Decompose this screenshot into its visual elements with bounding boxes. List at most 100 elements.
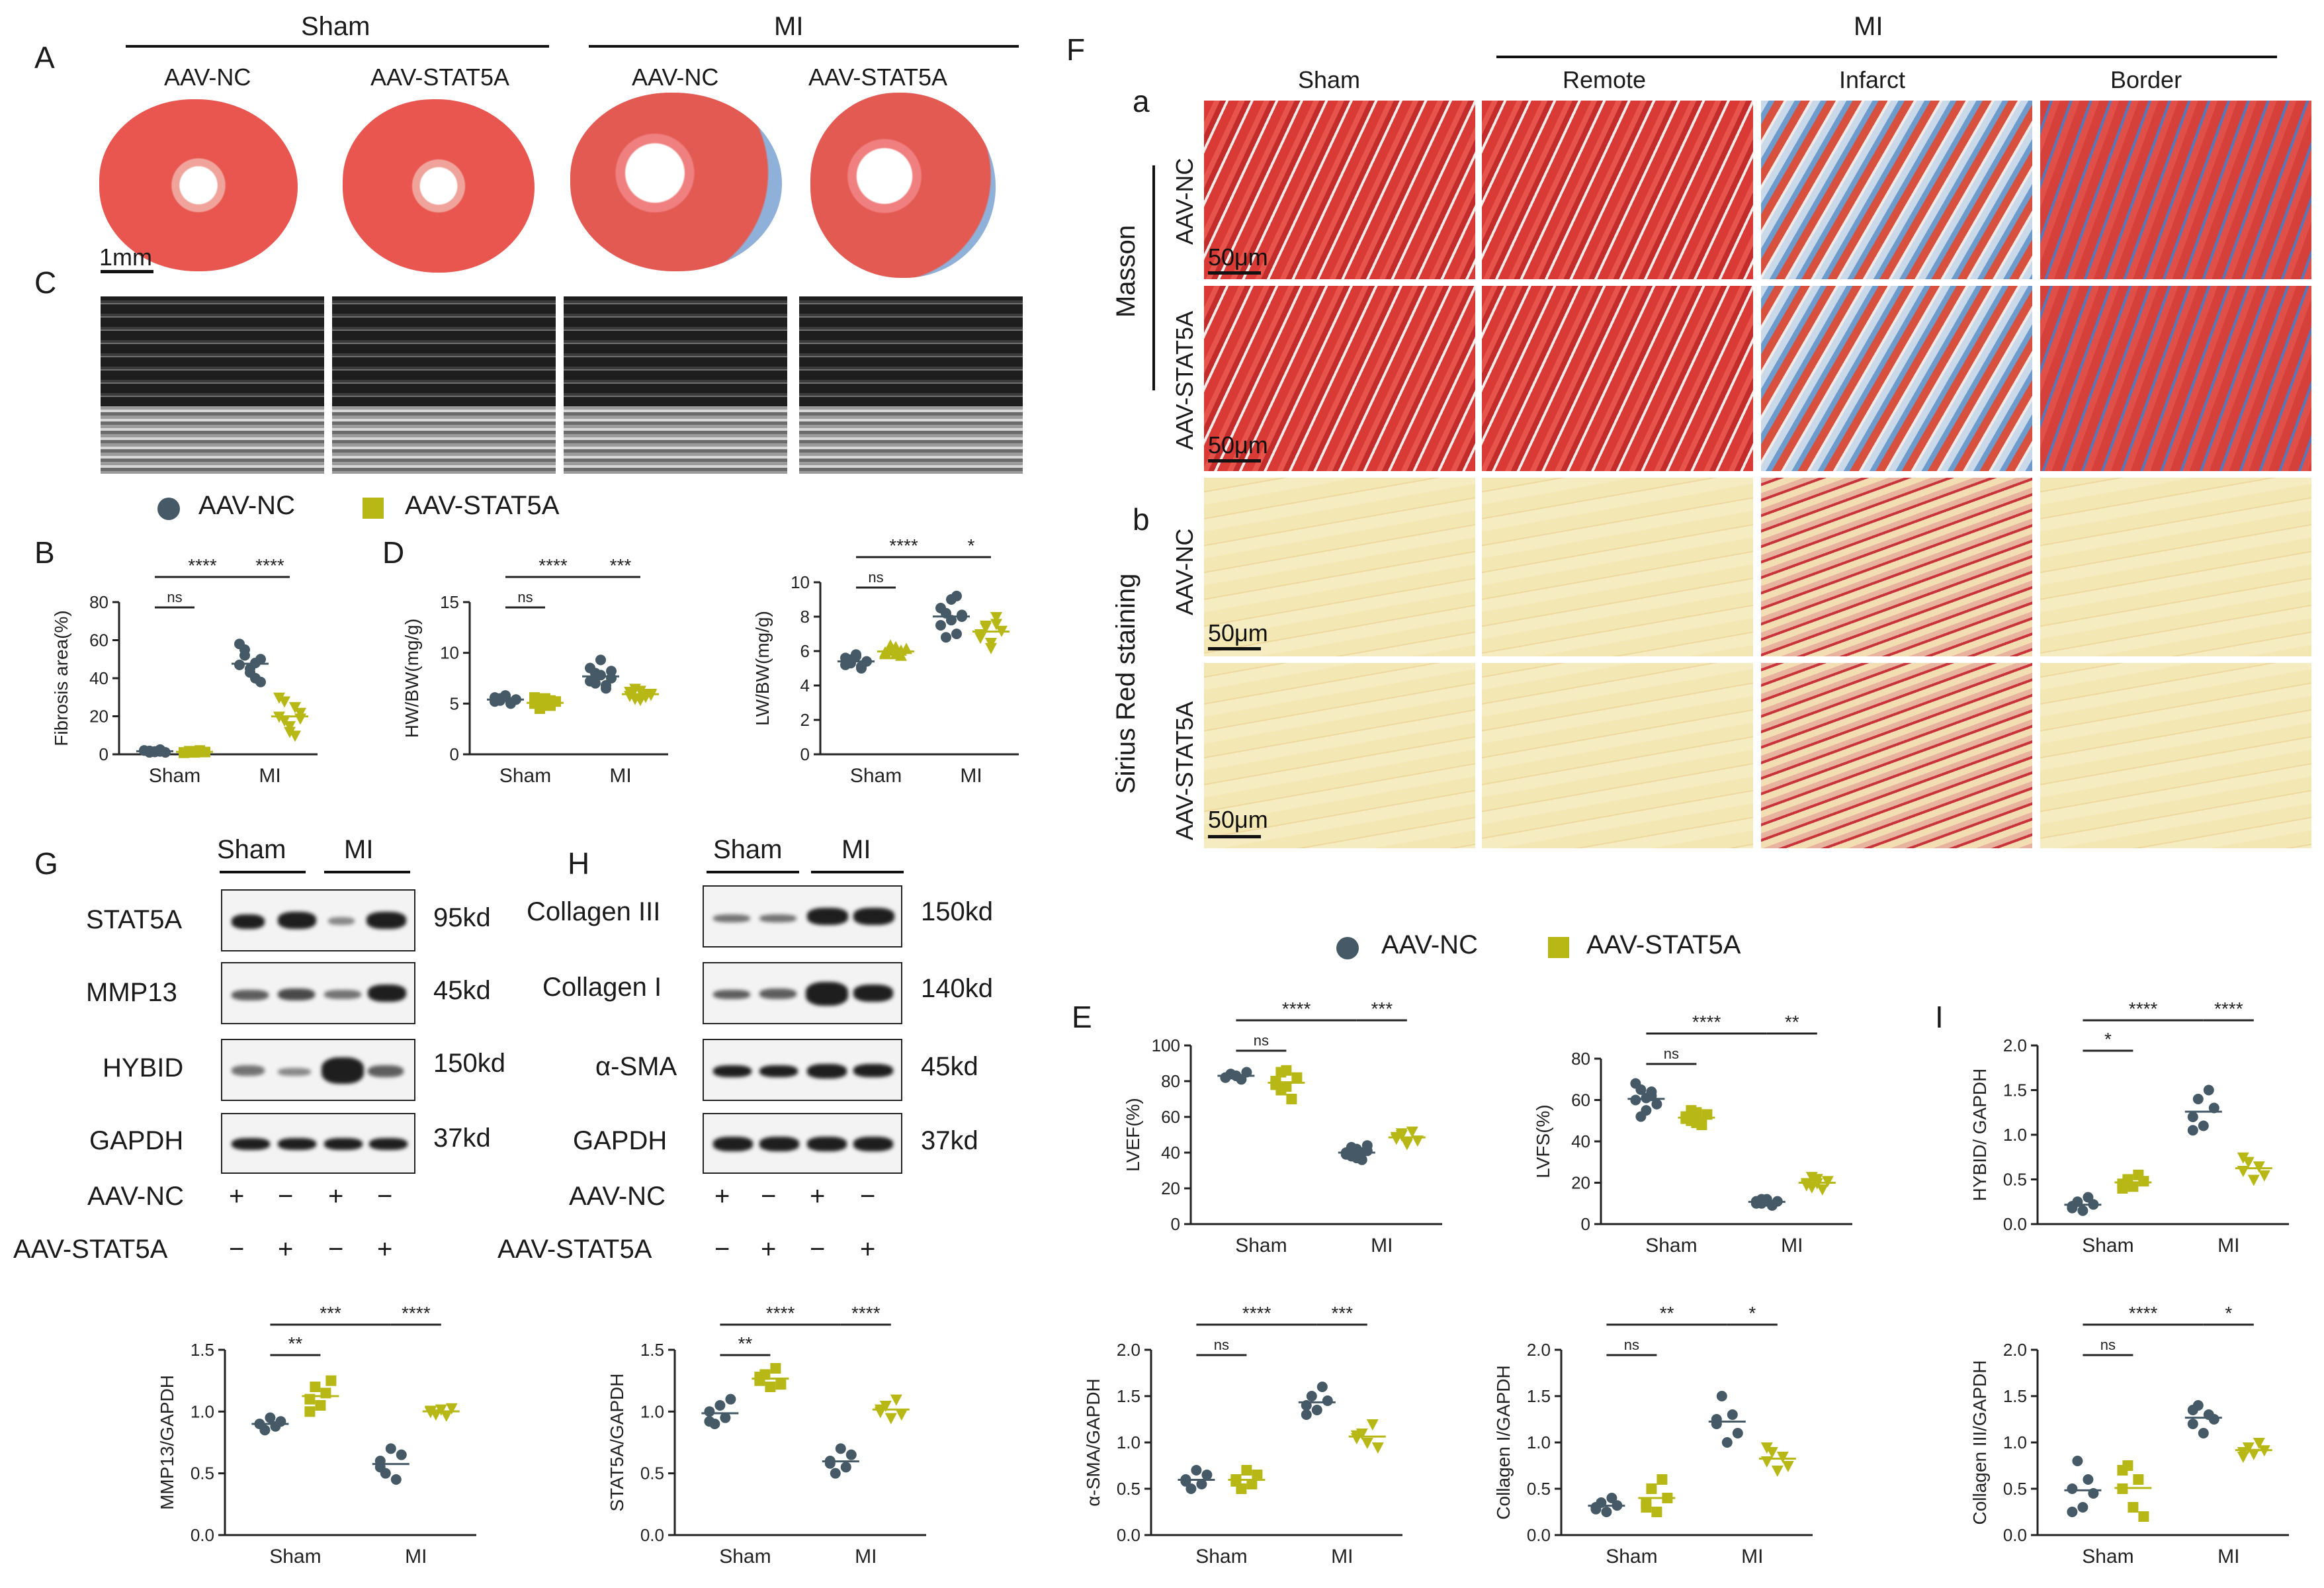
sirius-nc-infarct	[1761, 478, 2032, 656]
x-category-label: MI	[2217, 1235, 2239, 1257]
panelA-scale-bar	[101, 270, 153, 273]
data-point	[1782, 1461, 1794, 1472]
panelG-size-3: 37kd	[433, 1124, 491, 1153]
blot-G-stat5a	[221, 889, 415, 951]
significance-label: *	[1748, 1303, 1756, 1323]
panelG-stat-sign-3: +	[377, 1235, 393, 1264]
panelH-size-3: 37kd	[921, 1126, 978, 1155]
significance-label: ****	[851, 1303, 881, 1323]
data-point	[1646, 1483, 1657, 1494]
x-category-label: MI	[2217, 1546, 2239, 1567]
data-point	[890, 648, 902, 660]
panelG-sham: Sham	[217, 835, 286, 864]
masson-stat-sham	[1204, 286, 1475, 471]
y-tick-label: 60	[89, 631, 108, 650]
significance-label: ns	[2100, 1337, 2116, 1353]
x-category-label: Sham	[1235, 1235, 1287, 1257]
panel-label-I: I	[1935, 1000, 1944, 1034]
y-tick-label: 1.0	[640, 1401, 664, 1421]
significance-label: ****	[766, 1303, 795, 1323]
panelH-mi: MI	[841, 835, 871, 864]
data-point	[595, 654, 606, 666]
echo-mi-stat5a	[799, 296, 1023, 474]
data-point	[1721, 1437, 1733, 1448]
masson-nc-infarct	[1761, 101, 2032, 279]
y-axis-label: Collagen III/GAPDH	[1969, 1360, 1990, 1525]
data-point	[273, 692, 285, 704]
data-point	[890, 1394, 902, 1406]
data-point	[2128, 1502, 2139, 1513]
blot-H-gapdh	[703, 1113, 902, 1174]
data-point	[951, 629, 962, 639]
panel-label-Fa: a	[1133, 84, 1150, 118]
panelG-protein-1: MMP13	[86, 978, 177, 1007]
y-tick-label: 1.5	[2003, 1081, 2027, 1100]
x-category-label: MI	[855, 1546, 877, 1567]
panelG-size-2: 150kd	[433, 1049, 505, 1078]
panelH-stat-sign-2: −	[810, 1235, 826, 1264]
panelH-mi-line	[811, 871, 904, 873]
y-tick-label: 2	[800, 710, 810, 730]
data-point	[775, 1379, 787, 1390]
y-tick-label: 1.5	[1527, 1386, 1551, 1406]
y-axis-label: LW/BW(mg/g)	[752, 611, 773, 726]
panelA-col4: AAV-STAT5A	[808, 64, 948, 91]
y-tick-label: 0.0	[1527, 1525, 1551, 1545]
data-point	[974, 633, 986, 644]
panelF-col-remote: Remote	[1563, 66, 1647, 93]
data-point	[1286, 1094, 1297, 1104]
panelF-masson-row-nc: AAV-NC	[1171, 157, 1198, 245]
panelH-stat-sign-0: −	[714, 1235, 730, 1264]
data-point	[1657, 1474, 1668, 1485]
data-point	[835, 1443, 846, 1454]
data-point	[2072, 1456, 2083, 1466]
data-point	[239, 650, 250, 661]
panelF-sirius-row-stat: AAV-STAT5A	[1171, 701, 1198, 840]
data-point	[259, 1425, 271, 1436]
significance-label: ****	[1242, 1303, 1271, 1323]
y-tick-label: 40	[1571, 1131, 1590, 1151]
data-point	[1361, 1438, 1373, 1449]
panelA-mi-line	[589, 45, 1019, 48]
data-point	[1630, 1078, 1641, 1089]
data-point	[385, 1443, 396, 1454]
y-tick-label: 0.5	[2003, 1170, 2027, 1190]
legend-stat-marker	[363, 498, 384, 519]
chart-collagen1: 0.0 0.5 1.0 1.5 2.0 Collagen I/GAPDH Sham MI ns *…	[1493, 1303, 1813, 1567]
heart-section-mi-nc	[570, 93, 782, 271]
sirius-nc-sham	[1204, 478, 1475, 656]
data-point	[951, 590, 962, 601]
data-point	[545, 695, 556, 706]
y-axis-label: LVFS(%)	[1533, 1104, 1553, 1178]
data-point	[1766, 1447, 1778, 1458]
data-point	[765, 1382, 776, 1392]
sirius-stat-border	[2040, 663, 2311, 848]
significance-label: *	[2104, 1029, 2112, 1049]
panelG-nc-sign-0: +	[229, 1182, 245, 1211]
y-tick-label: 1.5	[640, 1340, 664, 1360]
y-axis-label: Collagen I/GAPDH	[1493, 1365, 1514, 1519]
significance-label: ****	[255, 555, 284, 576]
y-tick-label: 0.5	[191, 1464, 214, 1483]
significance-label: **	[1785, 1012, 1799, 1032]
panelA-col3: AAV-NC	[632, 64, 719, 91]
panelA-col1: AAV-NC	[164, 64, 251, 91]
data-point	[629, 693, 641, 705]
panelH-protein-1: Collagen I	[542, 973, 662, 1002]
data-point	[1185, 1483, 1197, 1494]
significance-label: ***	[320, 1303, 341, 1323]
y-tick-label: 2.0	[2003, 1036, 2027, 1055]
panelF-col-infarct: Infarct	[1839, 66, 1906, 93]
data-point	[590, 678, 601, 689]
panelA-scale-label: 1mm	[99, 243, 152, 271]
data-point	[957, 609, 967, 621]
y-tick-label: 0.0	[2003, 1214, 2027, 1234]
masson-nc-sham	[1204, 101, 1475, 279]
panelG-protein-3: GAPDH	[89, 1126, 184, 1155]
data-point	[2077, 1205, 2088, 1216]
data-point	[824, 1458, 836, 1469]
y-tick-label: 1.0	[191, 1401, 214, 1421]
